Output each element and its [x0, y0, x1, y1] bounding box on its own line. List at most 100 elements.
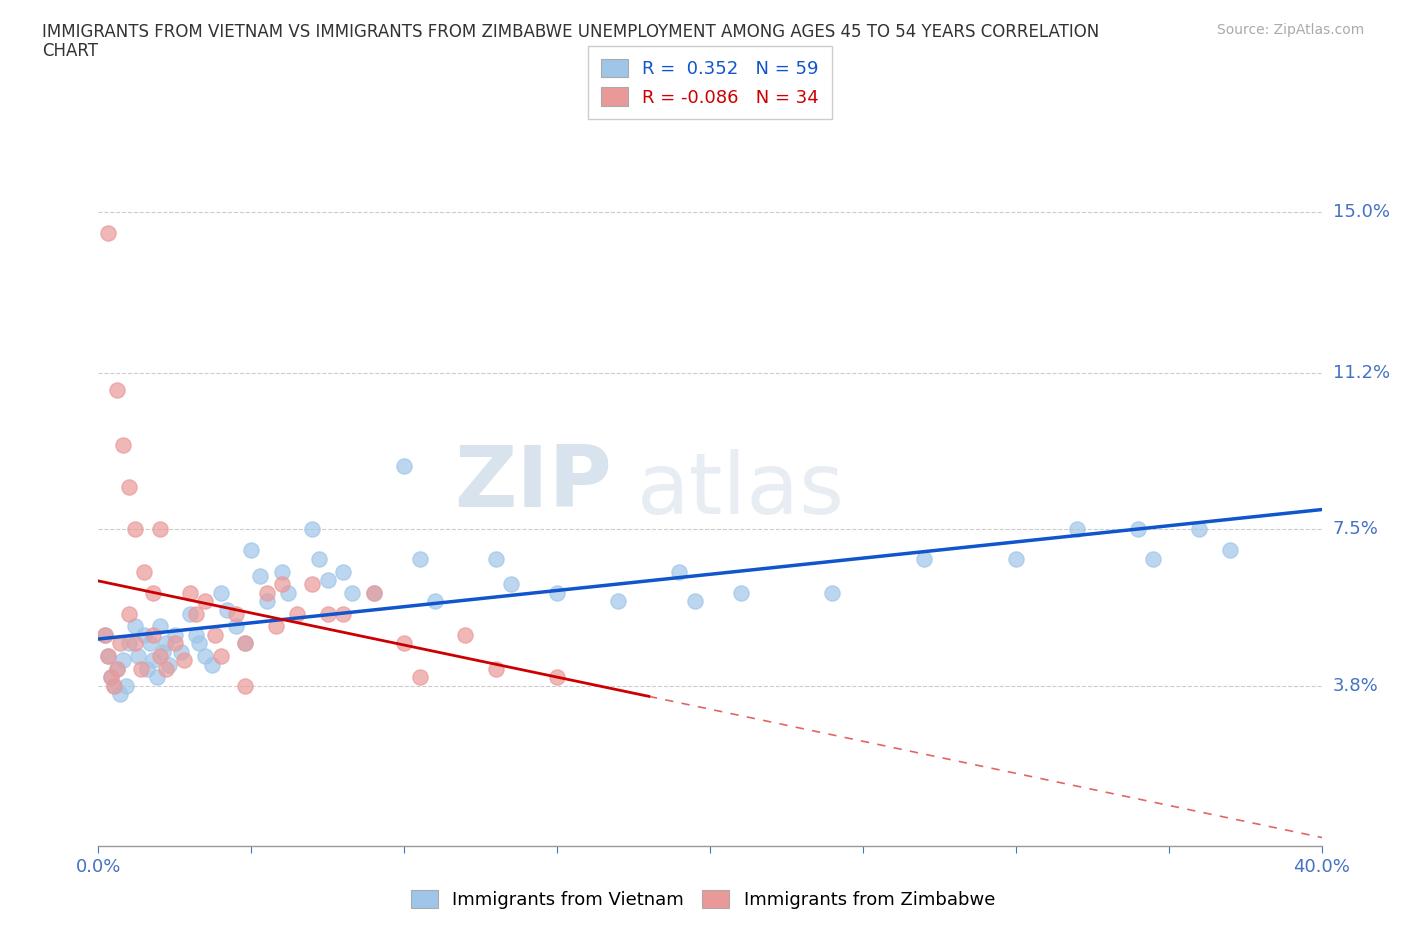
Text: atlas: atlas — [637, 449, 845, 532]
Point — [454, 628, 477, 643]
Point — [423, 593, 446, 608]
Point — [157, 658, 180, 672]
Point — [225, 606, 247, 621]
Point — [301, 577, 323, 591]
Legend: R =  0.352   N = 59, R = -0.086   N = 34: R = 0.352 N = 59, R = -0.086 N = 34 — [588, 46, 832, 119]
Point — [127, 648, 149, 663]
Point — [912, 551, 935, 566]
Point — [1004, 551, 1026, 566]
Point — [93, 628, 115, 643]
Point — [233, 636, 256, 651]
Point — [342, 585, 364, 600]
Point — [97, 648, 120, 663]
Point — [97, 226, 120, 241]
Point — [108, 686, 131, 701]
Point — [134, 628, 156, 643]
Point — [301, 522, 323, 537]
Point — [105, 661, 128, 676]
Point — [215, 602, 238, 617]
Point — [668, 565, 690, 579]
Point — [501, 577, 523, 591]
Point — [392, 636, 416, 651]
Point — [139, 636, 162, 651]
Point — [173, 653, 195, 668]
Point — [186, 606, 208, 621]
Point — [256, 593, 278, 608]
Point — [142, 585, 165, 600]
Point — [155, 661, 177, 676]
Point — [118, 480, 141, 495]
Point — [249, 568, 271, 583]
Point — [93, 628, 115, 643]
Point — [209, 648, 232, 663]
Point — [105, 661, 128, 676]
Point — [103, 678, 125, 693]
Point — [270, 577, 292, 591]
Point — [277, 585, 299, 600]
Point — [1128, 522, 1150, 537]
Point — [316, 606, 339, 621]
Point — [134, 565, 156, 579]
Point — [1142, 551, 1164, 566]
Text: Source: ZipAtlas.com: Source: ZipAtlas.com — [1216, 23, 1364, 37]
Point — [270, 565, 292, 579]
Point — [118, 606, 141, 621]
Point — [408, 670, 430, 684]
Point — [142, 653, 165, 668]
Point — [546, 585, 568, 600]
Point — [100, 670, 122, 684]
Point — [149, 648, 172, 663]
Text: 15.0%: 15.0% — [1333, 204, 1389, 221]
Point — [308, 551, 330, 566]
Point — [316, 573, 339, 588]
Text: IMMIGRANTS FROM VIETNAM VS IMMIGRANTS FROM ZIMBABWE UNEMPLOYMENT AMONG AGES 45 T: IMMIGRANTS FROM VIETNAM VS IMMIGRANTS FR… — [42, 23, 1099, 41]
Point — [233, 636, 256, 651]
Text: ZIP: ZIP — [454, 442, 612, 525]
Point — [194, 593, 217, 608]
Point — [209, 585, 232, 600]
Text: 11.2%: 11.2% — [1333, 364, 1391, 382]
Point — [1188, 522, 1211, 537]
Point — [163, 636, 186, 651]
Point — [152, 644, 174, 659]
Point — [332, 606, 354, 621]
Point — [485, 661, 508, 676]
Point — [683, 593, 706, 608]
Point — [233, 678, 256, 693]
Point — [129, 661, 152, 676]
Legend: Immigrants from Vietnam, Immigrants from Zimbabwe: Immigrants from Vietnam, Immigrants from… — [404, 883, 1002, 916]
Point — [546, 670, 568, 684]
Point — [149, 522, 172, 537]
Point — [1219, 543, 1241, 558]
Point — [392, 458, 416, 473]
Point — [124, 636, 146, 651]
Point — [145, 670, 167, 684]
Text: CHART: CHART — [42, 42, 98, 60]
Text: 7.5%: 7.5% — [1333, 520, 1379, 538]
Point — [115, 678, 138, 693]
Point — [105, 382, 128, 397]
Point — [103, 678, 125, 693]
Point — [170, 644, 193, 659]
Point — [155, 636, 177, 651]
Text: 3.8%: 3.8% — [1333, 677, 1378, 695]
Point — [240, 543, 263, 558]
Point — [285, 606, 308, 621]
Point — [363, 585, 385, 600]
Point — [730, 585, 752, 600]
Point — [256, 585, 278, 600]
Point — [136, 661, 159, 676]
Point — [194, 648, 217, 663]
Point — [149, 619, 172, 634]
Point — [100, 670, 122, 684]
Point — [186, 628, 208, 643]
Point — [108, 636, 131, 651]
Point — [179, 585, 201, 600]
Point — [485, 551, 508, 566]
Point — [111, 653, 134, 668]
Point — [124, 522, 146, 537]
Point — [188, 636, 211, 651]
Point — [363, 585, 385, 600]
Point — [225, 619, 247, 634]
Point — [118, 636, 141, 651]
